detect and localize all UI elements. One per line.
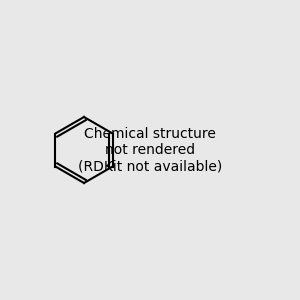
Text: Chemical structure
not rendered
(RDKit not available): Chemical structure not rendered (RDKit n… xyxy=(78,127,222,173)
